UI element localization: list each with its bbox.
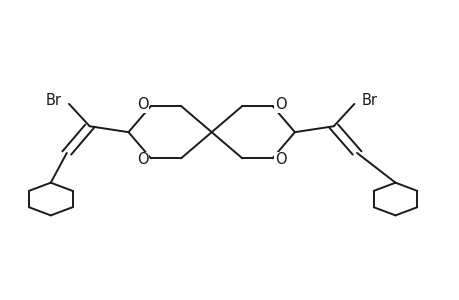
Text: Br: Br xyxy=(361,94,377,109)
Text: Br: Br xyxy=(45,94,62,109)
Text: O: O xyxy=(274,152,286,167)
Text: O: O xyxy=(274,97,286,112)
Text: O: O xyxy=(137,97,148,112)
Text: O: O xyxy=(137,152,148,167)
